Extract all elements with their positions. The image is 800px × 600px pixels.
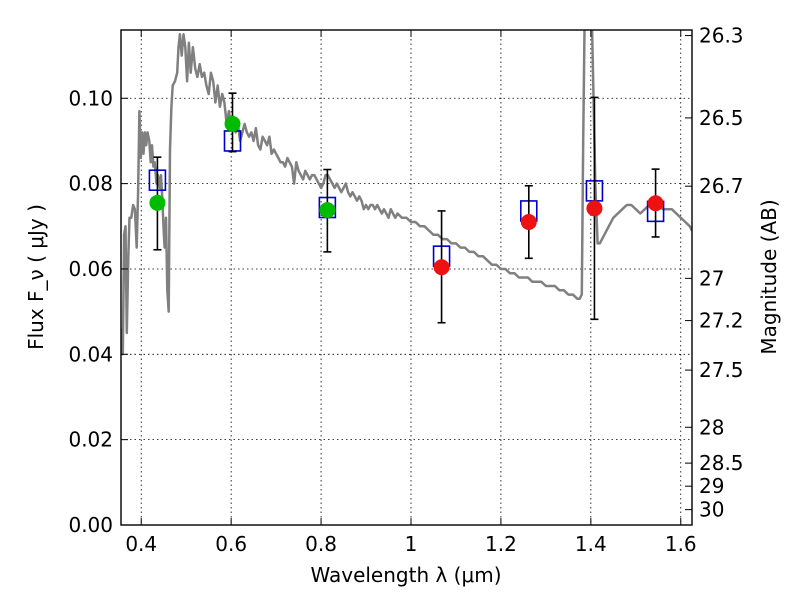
y2-tick-label: 27: [699, 266, 724, 290]
right-axis-label: Magnitude (AB): [757, 199, 781, 354]
x-axis-label: Wavelength λ (μm): [310, 563, 501, 587]
observed-flux-point: [149, 194, 166, 211]
observed-flux-point: [647, 195, 664, 212]
observed-flux-point: [520, 214, 537, 231]
y2-tick-label: 30: [699, 498, 724, 522]
y-tick-label: 0.00: [68, 513, 113, 537]
y2-tick-label: 28: [699, 415, 724, 439]
x-tick-label: 0.4: [125, 532, 157, 556]
axis-ticks: 0.4 0.6 0.8 1 1.2 1.4 1.6 0.00 0.02 0.04 0.06 0.08 0…: [68, 24, 743, 556]
x-tick-label: 1.4: [575, 532, 607, 556]
observed-flux-point: [319, 202, 336, 219]
model-spectrum-line: [121, 30, 692, 356]
y-axis-label: Flux F_ν ( μJy ): [24, 204, 48, 350]
y2-tick-label: 26.7: [699, 174, 744, 198]
x-tick-label: 0.6: [215, 532, 247, 556]
y2-tick-label: 26.3: [699, 24, 744, 48]
plot-area: [121, 30, 692, 356]
y-tick-label: 0.06: [68, 257, 113, 281]
y-tick-label: 0.02: [68, 428, 113, 452]
observed-flux-point: [433, 259, 450, 276]
y2-tick-label: 27.2: [699, 309, 744, 333]
observed-flux-point: [224, 115, 241, 132]
x-tick-label: 0.8: [305, 532, 337, 556]
grid: [121, 30, 692, 526]
y-tick-label: 0.04: [68, 342, 113, 366]
y2-tick-label: 26.5: [699, 106, 744, 130]
plot-frame: [120, 29, 693, 526]
y2-tick-label: 28.5: [699, 451, 744, 475]
x-tick-label: 1.6: [665, 532, 697, 556]
y-tick-label: 0.10: [68, 86, 113, 110]
observed-flux-point: [586, 200, 603, 217]
x-tick-label: 1.2: [485, 532, 517, 556]
x-tick-label: 1: [405, 532, 418, 556]
y-tick-label: 0.08: [68, 172, 113, 196]
y2-tick-label: 27.5: [699, 358, 744, 382]
y2-tick-label: 29: [699, 474, 724, 498]
